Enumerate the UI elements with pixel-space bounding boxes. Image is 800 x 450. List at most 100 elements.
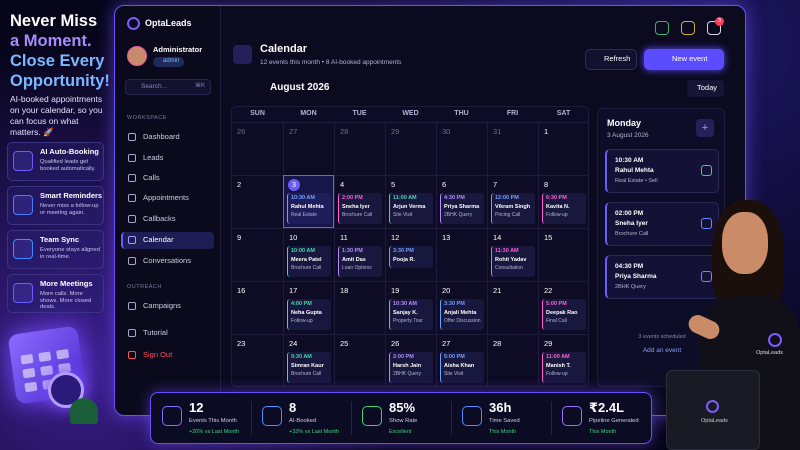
day-cell[interactable]: 9 bbox=[232, 228, 283, 281]
nav-item[interactable]: Dashboard bbox=[143, 132, 180, 141]
day-cell[interactable]: 19 10:30 AM Sanjay K. Property Tour bbox=[385, 281, 436, 334]
nav-item[interactable]: Appointments bbox=[143, 193, 189, 202]
day-event-card[interactable]: 10:30 AM Rahul Mehta Real Estate • Sell bbox=[605, 149, 719, 193]
event-card[interactable] bbox=[287, 299, 331, 330]
nav-icon[interactable] bbox=[128, 302, 136, 310]
illustration-cell bbox=[20, 353, 34, 365]
header-icon[interactable] bbox=[681, 21, 695, 35]
event-card[interactable] bbox=[440, 352, 484, 383]
day-number: 19 bbox=[391, 286, 400, 295]
event-card[interactable] bbox=[338, 193, 382, 224]
day-cell[interactable]: 27 bbox=[283, 122, 334, 175]
day-cell[interactable]: 27 5:00 PM Aisha Khan Site Visit bbox=[436, 334, 487, 387]
new-event-label[interactable]: New event bbox=[672, 54, 708, 63]
day-cell[interactable]: 4 2:00 PM Sneha Iyer Brochure Call bbox=[334, 175, 385, 228]
day-number: 3 bbox=[291, 180, 297, 189]
refresh-label[interactable]: Refresh bbox=[604, 54, 631, 63]
nav-item[interactable]: Calls bbox=[143, 173, 160, 182]
new-event-button[interactable] bbox=[644, 49, 724, 70]
illustration-cell bbox=[38, 351, 52, 363]
event-card[interactable] bbox=[287, 352, 331, 383]
stat-sub: +33% vs Last Month bbox=[289, 429, 339, 435]
day-event-card[interactable]: 04:30 PM Priya Sharma 2BHK Query bbox=[605, 255, 719, 299]
day-cell[interactable]: 6 4:30 PM Priya Sharma 2BHK Query bbox=[436, 175, 487, 228]
brand-name: OptaLeads bbox=[145, 18, 192, 28]
day-cell[interactable]: 29 bbox=[385, 122, 436, 175]
day-cell[interactable]: 15 bbox=[538, 228, 589, 281]
event-card[interactable] bbox=[542, 193, 586, 224]
day-event-icon[interactable] bbox=[701, 218, 712, 229]
day-cell[interactable]: 11 1:30 PM Amit Das Loan Options bbox=[334, 228, 385, 281]
day-cell[interactable]: 3 10:30 AM Rahul Mehta Real Estate bbox=[283, 175, 334, 228]
event-name: Sanjay K. bbox=[393, 310, 418, 316]
header-icon[interactable] bbox=[707, 21, 721, 35]
day-event-icon[interactable] bbox=[701, 271, 712, 282]
day-cell[interactable]: 7 12:00 PM Vikram Singh Pricing Call bbox=[487, 175, 538, 228]
day-cell[interactable]: 20 3:30 PM Anjali Mehta Offer Discussion bbox=[436, 281, 487, 334]
day-cell[interactable]: 2 bbox=[232, 175, 283, 228]
nav-icon[interactable] bbox=[128, 174, 136, 182]
nav-icon[interactable] bbox=[128, 194, 136, 202]
day-cell[interactable]: 17 4:00 PM Neha Gupta Follow-up bbox=[283, 281, 334, 334]
day-cell[interactable]: 23 bbox=[232, 334, 283, 387]
sign-out-icon bbox=[128, 351, 136, 359]
event-card[interactable] bbox=[542, 299, 586, 330]
day-cell[interactable]: 25 bbox=[334, 334, 385, 387]
day-cell[interactable]: 12 3:30 PM Pooja R. bbox=[385, 228, 436, 281]
day-cell[interactable]: 5 11:00 AM Arjun Verma Site Visit bbox=[385, 175, 436, 228]
day-cell[interactable]: 22 5:00 PM Deepak Rao Final Call bbox=[538, 281, 589, 334]
event-card[interactable] bbox=[542, 352, 586, 383]
day-cell[interactable]: 29 11:00 AM Manish T. Follow-up bbox=[538, 334, 589, 387]
day-cell[interactable]: 14 11:30 AM Rohit Yadav Consultation bbox=[487, 228, 538, 281]
day-cell[interactable]: 26 2:00 PM Harsh Jain 2BHK Query bbox=[385, 334, 436, 387]
nav-item[interactable]: Campaigns bbox=[143, 301, 181, 310]
day-cell[interactable]: 24 9:30 AM Simran Kaur Brochure Call bbox=[283, 334, 334, 387]
nav-item[interactable]: Tutorial bbox=[143, 328, 168, 337]
event-card[interactable] bbox=[389, 299, 433, 330]
add-event-link[interactable]: Add an event bbox=[642, 347, 682, 354]
nav-icon[interactable] bbox=[128, 329, 136, 337]
day-event-icon[interactable] bbox=[701, 165, 712, 176]
day-cell[interactable]: 10 10:00 AM Meera Patel Brochure Call bbox=[283, 228, 334, 281]
event-card[interactable] bbox=[440, 299, 484, 330]
today-label[interactable]: Today bbox=[697, 83, 718, 92]
feature-card: Team Sync Everyone stays aligned in real-… bbox=[7, 230, 104, 269]
day-summary: 3 events scheduled bbox=[638, 334, 686, 340]
refresh-button[interactable] bbox=[585, 49, 637, 70]
event-card[interactable] bbox=[389, 352, 433, 383]
sign-out[interactable]: Sign Out bbox=[143, 350, 173, 359]
add-day-button[interactable]: + bbox=[696, 119, 714, 137]
nav-icon[interactable] bbox=[128, 215, 136, 223]
event-card[interactable] bbox=[440, 193, 484, 224]
day-cell[interactable]: 30 bbox=[436, 122, 487, 175]
event-card[interactable] bbox=[491, 246, 535, 277]
day-cell[interactable]: 8 6:30 PM Kavita N. Follow-up bbox=[538, 175, 589, 228]
day-cell[interactable]: 1 bbox=[538, 122, 589, 175]
day-cell[interactable]: 16 bbox=[232, 281, 283, 334]
day-cell[interactable]: 31 bbox=[487, 122, 538, 175]
event-card[interactable] bbox=[389, 246, 433, 268]
day-cell[interactable]: 28 bbox=[487, 334, 538, 387]
day-cell[interactable]: 13 bbox=[436, 228, 487, 281]
day-event-card[interactable]: 02:00 PM Sneha Iyer Brochure Call bbox=[605, 202, 719, 246]
day-cell[interactable]: 26 bbox=[232, 122, 283, 175]
nav-item[interactable]: Leads bbox=[143, 153, 164, 162]
nav-item[interactable]: Callbacks bbox=[143, 214, 176, 223]
day-cell[interactable]: 18 bbox=[334, 281, 385, 334]
event-card[interactable] bbox=[491, 193, 535, 224]
event-card[interactable] bbox=[287, 193, 331, 224]
header-icon[interactable] bbox=[655, 21, 669, 35]
nav-icon[interactable] bbox=[128, 236, 136, 244]
event-card[interactable] bbox=[338, 246, 382, 277]
nav-icon[interactable] bbox=[128, 257, 136, 265]
nav-item[interactable]: Conversations bbox=[143, 256, 191, 265]
day-cell[interactable]: 28 bbox=[334, 122, 385, 175]
nav-item[interactable]: Calendar bbox=[143, 235, 174, 244]
nav-icon[interactable] bbox=[128, 154, 136, 162]
event-card[interactable] bbox=[287, 246, 331, 277]
event-card[interactable] bbox=[389, 193, 433, 224]
feature-desc: Never miss a follow-up or meeting again. bbox=[40, 203, 99, 216]
today-button[interactable] bbox=[687, 80, 724, 97]
day-cell[interactable]: 21 bbox=[487, 281, 538, 334]
nav-icon[interactable] bbox=[128, 133, 136, 141]
